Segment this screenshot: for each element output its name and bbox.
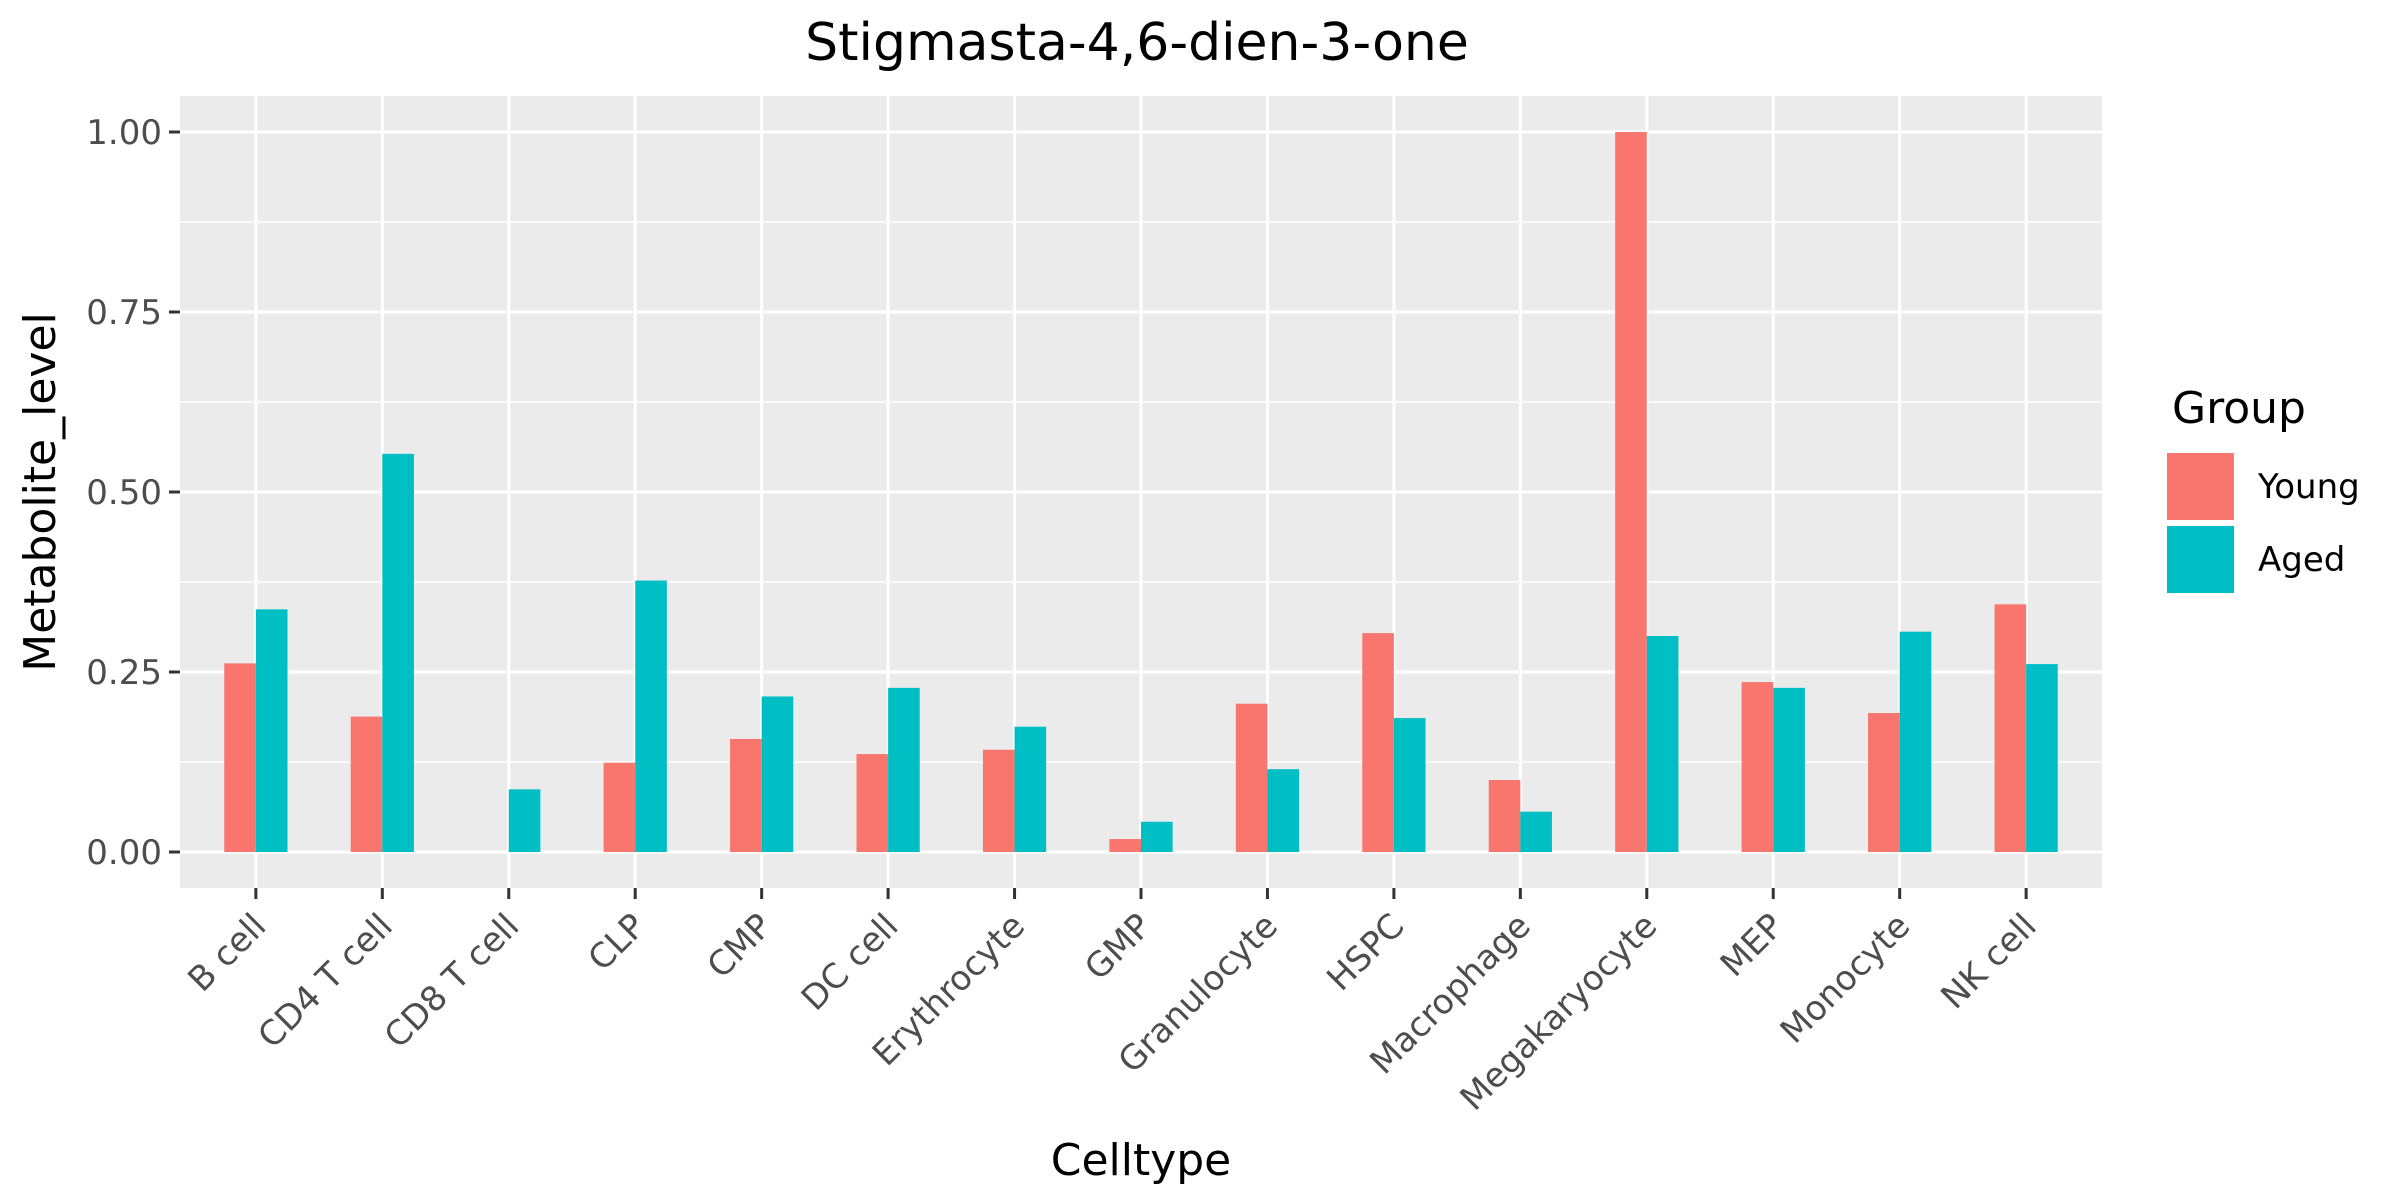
bar-young [350, 716, 383, 852]
x-tick-label: HSPC [1319, 906, 1412, 999]
bar-aged [1899, 631, 1932, 852]
bar-young [1235, 703, 1268, 852]
y-tick-label: 0.50 [86, 473, 162, 513]
legend: Group Young Aged [2167, 383, 2360, 593]
legend-label: Aged [2258, 540, 2345, 580]
legend-label: Young [2257, 467, 2360, 507]
bar-young [1488, 780, 1521, 852]
bar-young [1362, 633, 1394, 852]
bar-aged [1773, 687, 1805, 852]
bar-young [1615, 132, 1647, 852]
bar-young [1994, 604, 2027, 852]
bar-aged [1267, 769, 1300, 852]
bar-aged [1520, 811, 1552, 852]
bar-aged [888, 687, 920, 852]
legend-items: Young Aged [2167, 453, 2360, 593]
bar-young [1868, 713, 1900, 852]
bar-young [603, 762, 636, 852]
x-tick-label: MEP [1713, 906, 1792, 985]
legend-title: Group [2172, 383, 2306, 434]
bar-young [1109, 839, 1141, 852]
bar-young [730, 738, 762, 852]
x-tick-label: Monocyte [1773, 906, 1918, 1051]
chart-title: Stigmasta-4,6-dien-3-one [805, 13, 1469, 73]
y-tick-label: 1.00 [86, 113, 162, 153]
bar-aged [508, 789, 541, 852]
y-axis: 0.00 0.25 0.50 0.75 1.00 [86, 113, 180, 873]
bar-aged [1646, 636, 1679, 852]
x-tick-label: CLP [581, 906, 654, 979]
bar-aged [1141, 821, 1173, 852]
y-axis-title: Metabolite_level [15, 312, 66, 672]
bar-aged [635, 580, 667, 852]
x-tick-label: CD4 T cell [250, 906, 400, 1056]
x-tick-label: NK cell [1933, 906, 2044, 1017]
legend-key-aged [2167, 526, 2234, 593]
y-tick-label: 0.00 [86, 833, 162, 873]
legend-key-young [2167, 453, 2234, 520]
bar-aged [255, 609, 288, 852]
x-tick-label: DC cell [794, 906, 907, 1019]
x-tick-label: CD8 T cell [377, 906, 527, 1056]
bars [224, 132, 2058, 852]
bar-aged [382, 453, 414, 852]
x-tick-label: GMP [1077, 906, 1159, 988]
y-tick-label: 0.25 [86, 653, 162, 693]
y-tick-label: 0.75 [86, 293, 162, 333]
x-tick-label: CMP [700, 906, 780, 986]
x-axis-title: Celltype [1051, 1135, 1232, 1186]
bar-aged [1393, 718, 1426, 852]
bar-aged [2026, 664, 2058, 852]
bar-young [1741, 682, 1774, 852]
bar-young [224, 663, 256, 852]
bar-young [856, 754, 889, 852]
bar-aged [761, 696, 794, 852]
x-tick-label: B cell [180, 906, 274, 1000]
bar-young [982, 749, 1015, 852]
bar-aged [1014, 726, 1047, 852]
